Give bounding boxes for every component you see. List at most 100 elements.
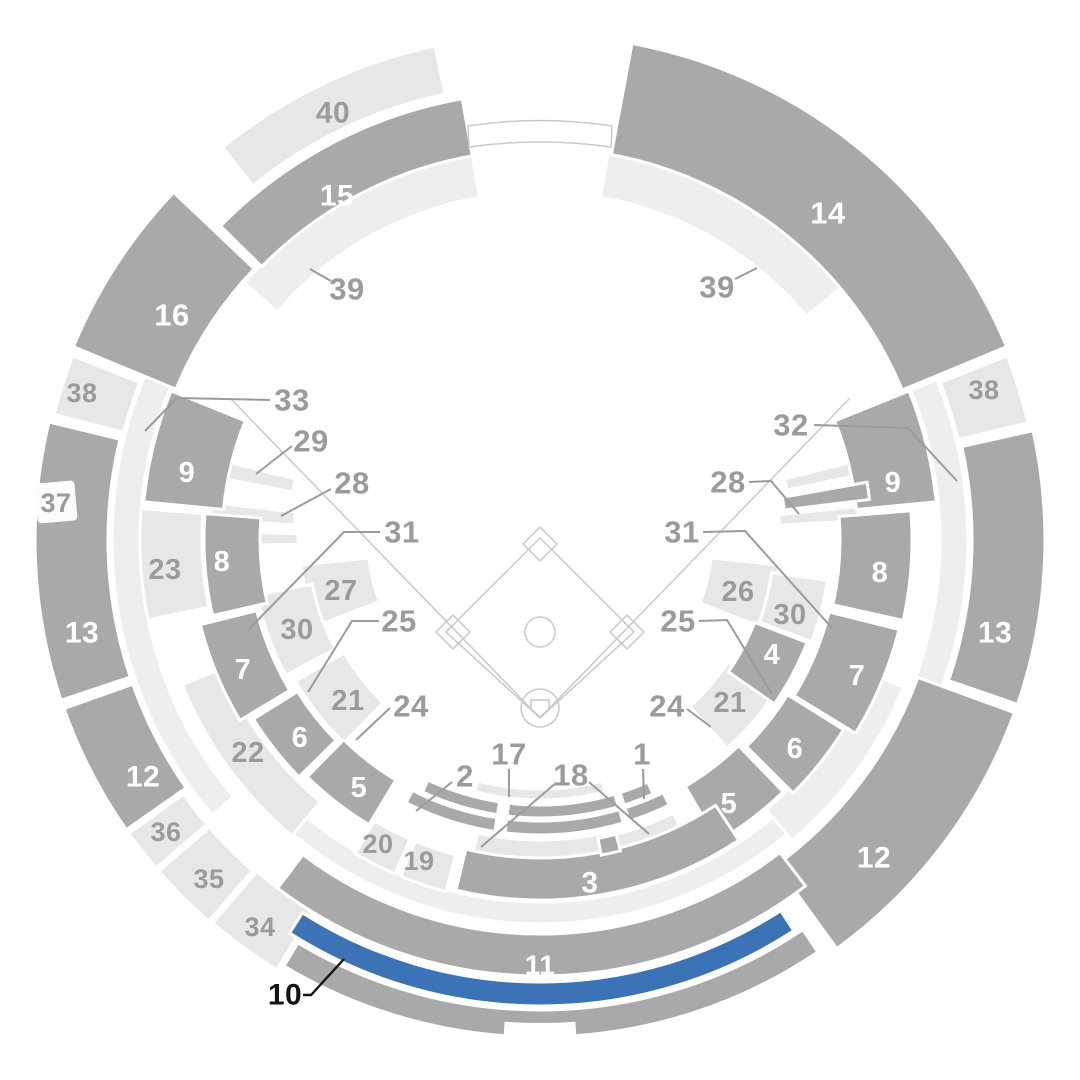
section-shape-s3t[interactable] [596,832,623,857]
section-label-s23: 23 [148,554,181,586]
section-shape-rB3[interactable] [623,790,672,824]
section-shape-s6L[interactable] [251,689,339,780]
annotation-label-a18: 18 [553,758,588,793]
foul-line-right [539,397,851,719]
section-label-s12L: 12 [126,761,160,794]
leader-line-a24R [686,708,712,728]
section-label-s26: 26 [721,576,754,608]
section-shape-s35[interactable] [156,825,255,924]
annotation-label-a39L: 39 [329,272,364,307]
section-label-s37: 37 [40,488,71,518]
section-shape-s9L[interactable] [142,388,248,512]
first-base [608,613,646,651]
section-shape-s13R[interactable] [946,428,1047,707]
section-label-s22: 22 [231,737,264,769]
outer-bottom-band[interactable] [281,927,820,1039]
section-label-s7L: 7 [235,654,252,686]
leader-line-a29 [255,445,293,475]
leader-line-a39L [309,268,332,282]
home-plate-circle [520,688,560,728]
section-label-s7R: 7 [849,660,866,692]
section-label-s38R: 38 [968,375,999,405]
section-label-s9L: 9 [179,457,196,489]
section-shape-s30L[interactable] [255,582,338,678]
foul-line-left [229,397,541,719]
annotation-label-a29: 29 [293,424,328,459]
third-base [434,613,472,651]
annotation-label-a32: 32 [773,408,808,443]
infield-diamond [444,536,636,720]
section-shape-s12R[interactable] [774,675,1017,951]
section-shape-s3[interactable] [454,803,741,902]
section-shape-s16[interactable] [71,190,257,392]
section-shape-s8L[interactable] [202,511,269,618]
section-shape-s14[interactable] [609,41,1009,392]
leader-lines [144,267,958,997]
annotation-label-a17: 17 [491,737,526,772]
leader-line-a32 [813,424,958,482]
section-shape-s6R[interactable] [744,692,846,796]
leader-line-a18 [588,781,650,835]
section-label-s19: 19 [403,846,434,876]
leader-line-a31R [702,529,833,629]
section-shape-s4[interactable] [726,620,809,707]
section-shape-s23[interactable] [138,506,211,622]
section-shape-s36[interactable] [126,792,210,871]
pitchers-mound [524,616,556,648]
scoreboard [467,119,613,148]
section-shape-s5L[interactable] [305,737,398,827]
section-shape-s8R[interactable] [831,509,914,623]
annotation-label-a1: 1 [633,737,651,772]
section-label-s38L: 38 [66,378,97,408]
walkway-wL[interactable] [110,323,236,818]
section-shape-s11[interactable] [275,850,808,978]
leader-line-a10 [303,958,345,997]
section-shape-s7R[interactable] [792,610,901,736]
section-label-s27: 27 [324,575,357,607]
leader-line-a2 [415,781,453,812]
leader-line-a28R [748,479,800,515]
sections-layer [33,41,1047,1042]
section-label-s35: 35 [193,864,224,894]
section-37-tile[interactable] [34,480,78,524]
section-shape-s20[interactable] [353,818,412,876]
section-shape-s15[interactable] [218,97,475,269]
section-label-s13R: 13 [978,617,1012,650]
section-shape-s17r[interactable] [473,779,607,802]
bottom-entrance-notch [503,1021,577,1042]
section-shape-rB2[interactable] [503,807,626,837]
leader-line-a39R [734,267,758,280]
section-label-s4: 4 [764,639,781,671]
section-shape-s40[interactable] [220,44,447,188]
field-diagram [229,397,851,728]
section-shape-s19[interactable] [398,839,458,894]
annotation-label-a28R: 28 [710,465,745,500]
section-shape-sl6[interactable] [780,480,872,512]
section-shape-s12L[interactable] [62,682,189,832]
section-shape-s38L[interactable] [52,354,142,435]
section-label-s3: 3 [581,867,598,900]
section-label-s30L: 30 [280,614,313,646]
section-shape-s30R[interactable] [757,570,829,644]
section-shape-rA2[interactable] [505,792,621,820]
section-shape-rA1[interactable] [420,778,502,817]
section-label-s30R: 30 [773,599,806,631]
leader-line-a28L [280,488,332,517]
home-plate [530,699,550,719]
annotation-label-a2: 2 [456,759,474,794]
section-shape-rA3[interactable] [618,780,656,807]
section-label-s8L: 8 [214,546,231,578]
section-shape-s38R[interactable] [938,354,1030,442]
second-base [521,525,559,563]
section-shape-s7L[interactable] [198,608,292,723]
annotation-label-a33: 33 [274,383,309,418]
leader-line-a24L [355,707,391,741]
section-label-s12R: 12 [857,842,891,875]
annotation-label-a10: 10 [268,979,302,1012]
section-label-s21L: 21 [331,685,364,717]
annotation-label-a31R: 31 [664,515,699,550]
annotation-label-a24L: 24 [393,689,429,724]
leader-line-a18 [480,782,557,848]
section-10-highlighted[interactable] [287,908,796,1008]
